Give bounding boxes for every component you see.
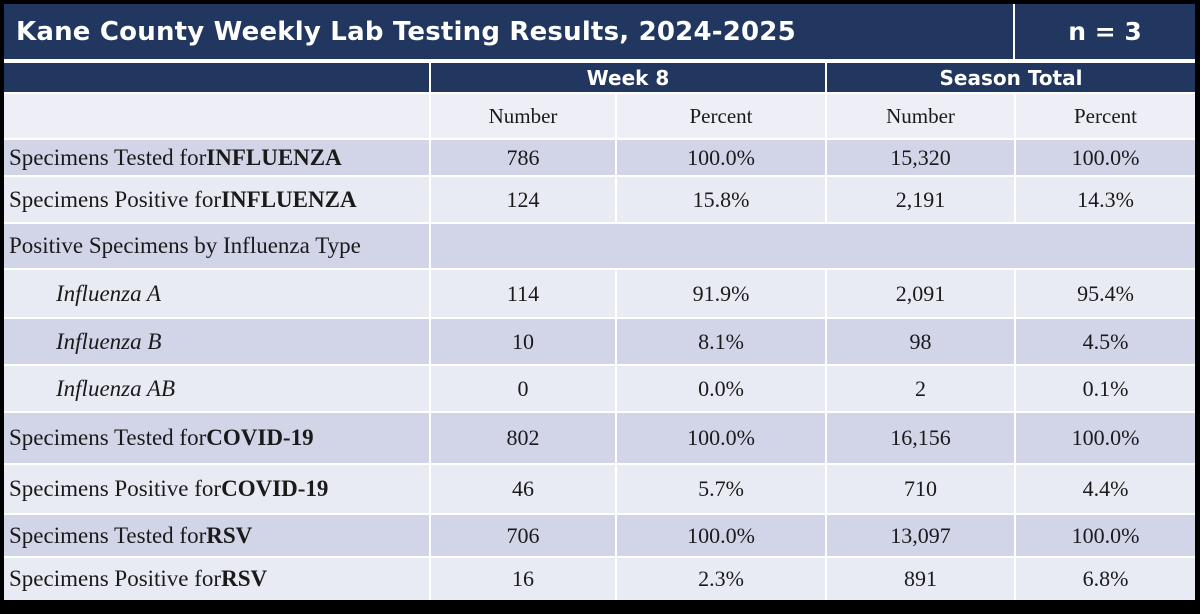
subheader-week-number: Number	[431, 94, 615, 138]
title-row: Kane County Weekly Lab Testing Results, …	[4, 4, 1195, 59]
row-label-bold: RSV	[206, 522, 253, 548]
cell-value: 0	[431, 366, 615, 411]
cell-value: 98	[827, 319, 1014, 364]
page-title: Kane County Weekly Lab Testing Results, …	[4, 4, 1013, 59]
cell-value: 14.3%	[1016, 177, 1195, 222]
row-label-text: Specimens Tested for	[9, 144, 207, 170]
table-row-influenza-ab: Influenza AB 0 0.0% 2 0.1%	[4, 366, 1195, 411]
cell-value: 2	[827, 366, 1014, 411]
cell-value: 710	[827, 465, 1014, 513]
row-label-text: Influenza AB	[56, 375, 176, 401]
cell-value: 15,320	[827, 140, 1014, 175]
cell-value: 10	[431, 319, 615, 364]
subheader-season-number: Number	[827, 94, 1014, 138]
table-row-covid-positive: Specimens Positive for COVID-19 46 5.7% …	[4, 465, 1195, 513]
cell-value: 16	[431, 558, 615, 600]
row-label: Specimens Tested for INFLUENZA	[4, 140, 429, 175]
table-row-rsv-positive: Specimens Positive for RSV 16 2.3% 891 6…	[4, 558, 1195, 600]
row-label-text: Specimens Positive for	[9, 566, 222, 591]
row-label-text: Specimens Positive for	[9, 476, 222, 501]
column-group-header-row: Week 8 Season Total	[4, 63, 1195, 92]
table-row-influenza-positive: Specimens Positive for INFLUENZA 124 15.…	[4, 177, 1195, 222]
table-row-rsv-tested: Specimens Tested for RSV 706 100.0% 13,0…	[4, 515, 1195, 556]
row-label-text: Influenza A	[56, 280, 161, 306]
cell-value: 114	[431, 270, 615, 317]
cell-value: 100.0%	[1016, 515, 1195, 556]
subheader-spacer	[4, 94, 429, 138]
cell-value: 891	[827, 558, 1014, 600]
row-label-text: Specimens Tested for	[9, 522, 207, 548]
row-label-text: Specimens Positive for	[9, 186, 222, 212]
cell-value: 4.5%	[1016, 319, 1195, 364]
cell-value: 2.3%	[617, 558, 825, 600]
cell-value: 100.0%	[617, 515, 825, 556]
cell-value: 2,091	[827, 270, 1014, 317]
cell-value: 16,156	[827, 413, 1014, 463]
cell-value: 15.8%	[617, 177, 825, 222]
cell-value: 706	[431, 515, 615, 556]
column-group-spacer	[4, 63, 429, 92]
subheader-week-percent: Percent	[617, 94, 825, 138]
row-label: Positive Specimens by Influenza Type	[4, 224, 429, 268]
cell-value: 100.0%	[1016, 140, 1195, 175]
row-label: Specimens Positive for COVID-19	[4, 465, 429, 513]
table-row-influenza-a: Influenza A 114 91.9% 2,091 95.4%	[4, 270, 1195, 317]
table-row-influenza-b: Influenza B 10 8.1% 98 4.5%	[4, 319, 1195, 364]
column-group-week8: Week 8	[431, 63, 825, 92]
cell-value: 100.0%	[1016, 413, 1195, 463]
subheader-season-percent: Percent	[1016, 94, 1195, 138]
row-label: Specimens Tested for COVID-19	[4, 413, 429, 463]
cell-value: 8.1%	[617, 319, 825, 364]
cell-value: 100.0%	[617, 413, 825, 463]
cell-value: 0.1%	[1016, 366, 1195, 411]
row-label: Influenza B	[4, 319, 429, 364]
row-label-text: Influenza B	[56, 328, 162, 354]
sample-size-badge: n = 3	[1015, 4, 1195, 59]
cell-value: 4.4%	[1016, 465, 1195, 513]
cell-value: 46	[431, 465, 615, 513]
subheader-row: Number Percent Number Percent	[4, 94, 1195, 138]
cell-value: 124	[431, 177, 615, 222]
merged-empty-cell	[431, 224, 1195, 268]
cell-value: 100.0%	[617, 140, 825, 175]
row-label: Specimens Positive for INFLUENZA	[4, 177, 429, 222]
row-label-bold: COVID-19	[221, 476, 329, 501]
table-row-influenza-tested: Specimens Tested for INFLUENZA 786 100.0…	[4, 140, 1195, 175]
row-label-bold: INFLUENZA	[221, 186, 357, 212]
cell-value: 5.7%	[617, 465, 825, 513]
row-label: Specimens Tested for RSV	[4, 515, 429, 556]
cell-value: 2,191	[827, 177, 1014, 222]
cell-value: 95.4%	[1016, 270, 1195, 317]
row-label-text: Specimens Tested for	[9, 425, 207, 450]
row-label-bold: COVID-19	[206, 425, 314, 450]
cell-value: 13,097	[827, 515, 1014, 556]
cell-value: 802	[431, 413, 615, 463]
table-row-positive-by-type: Positive Specimens by Influenza Type	[4, 224, 1195, 268]
row-label: Influenza A	[4, 270, 429, 317]
row-label-bold: INFLUENZA	[206, 144, 342, 170]
cell-value: 786	[431, 140, 615, 175]
cell-value: 0.0%	[617, 366, 825, 411]
row-label-text: Positive Specimens by Influenza Type	[9, 233, 361, 258]
row-label: Influenza AB	[4, 366, 429, 411]
cell-value: 91.9%	[617, 270, 825, 317]
row-label-bold: RSV	[221, 566, 268, 591]
table-row-covid-tested: Specimens Tested for COVID-19 802 100.0%…	[4, 413, 1195, 463]
row-label: Specimens Positive for RSV	[4, 558, 429, 600]
cell-value: 6.8%	[1016, 558, 1195, 600]
column-group-season-total: Season Total	[827, 63, 1195, 92]
